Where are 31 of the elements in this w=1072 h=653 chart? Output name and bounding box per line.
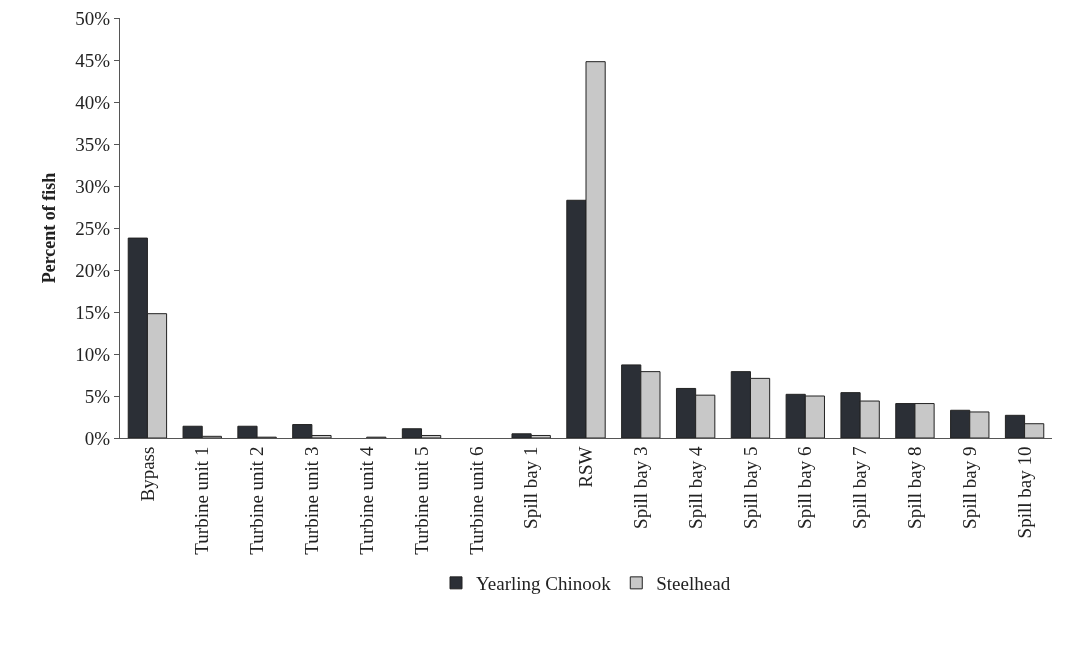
x-tick-label: Turbine unit 4: [355, 446, 377, 555]
x-tick-label: Spill bay 4: [684, 446, 706, 529]
y-tick-label: 20%: [75, 259, 111, 281]
x-tick-label: Spill bay 5: [739, 446, 761, 529]
x-tick-label: Spill bay 6: [794, 446, 816, 529]
x-tick-label: Spill bay 10: [1013, 446, 1035, 539]
x-tick-label: Turbine unit 6: [465, 446, 487, 555]
y-tick-label: 15%: [75, 301, 111, 323]
x-tick-label: Spill bay 8: [904, 446, 926, 529]
y-axis-title: Percent of fish: [38, 172, 59, 284]
y-tick-label: 35%: [75, 133, 111, 155]
x-tick-label: Spill bay 3: [629, 446, 651, 529]
x-tick-label: Turbine unit 1: [191, 446, 213, 555]
x-tick-label: Spill bay 9: [958, 446, 980, 529]
y-tick-label: 10%: [75, 343, 111, 365]
x-tick-label: Spill bay 7: [849, 446, 871, 529]
y-tick-label: 5%: [84, 385, 111, 407]
y-tick-label: 30%: [75, 175, 111, 197]
legend-label: Steelhead: [656, 573, 731, 595]
y-tick-label: 45%: [75, 49, 111, 71]
x-tick-label: Turbine unit 2: [246, 446, 268, 555]
legend-label: Yearling Chinook: [476, 573, 612, 595]
x-tick-label: RSW: [575, 446, 597, 488]
y-tick-label: 40%: [75, 91, 111, 113]
x-tick-label: Bypass: [136, 446, 158, 502]
y-tick-label: 0%: [84, 427, 111, 449]
x-tick-label: Spill bay 1: [520, 446, 542, 529]
x-tick-label: Turbine unit 3: [301, 446, 323, 555]
y-tick-label: 25%: [75, 217, 111, 239]
y-tick-label: 50%: [75, 7, 111, 29]
x-tick-label: Turbine unit 5: [410, 446, 432, 555]
